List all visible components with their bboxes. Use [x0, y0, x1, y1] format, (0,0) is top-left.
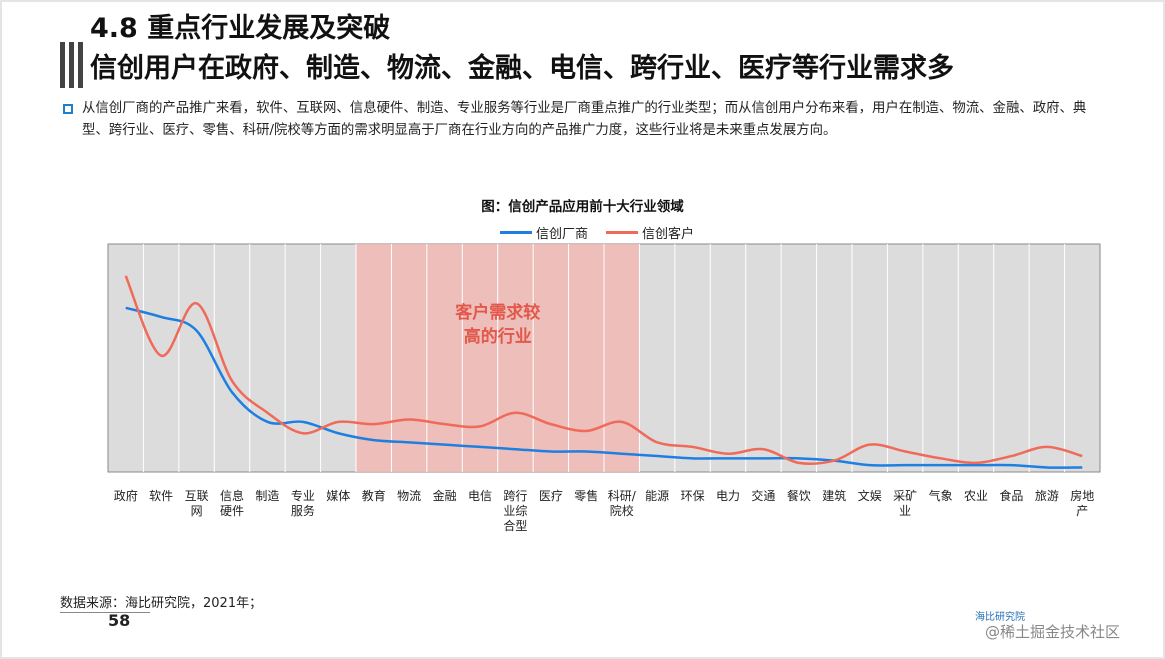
- legend-label-vendor: 信创厂商: [536, 227, 589, 242]
- x-tick-label: 跨行业综合型: [503, 489, 527, 533]
- x-tick-label: 交通: [751, 488, 775, 503]
- x-tick-label: 政府: [114, 488, 138, 503]
- x-tick-label: 科研/院校: [608, 489, 637, 518]
- page-subtitle: 信创用户在政府、制造、物流、金融、电信、跨行业、医疗等行业需求多: [90, 53, 954, 84]
- data-source: 数据来源：海比研究院，2021年；: [60, 596, 263, 611]
- legend-swatch-customer: [606, 231, 639, 234]
- x-tick-label: 农业: [964, 489, 988, 503]
- legend-label-customer: 信创客户: [642, 227, 695, 242]
- x-tick-label: 零售: [574, 488, 598, 503]
- x-tick-label: 教育: [362, 488, 386, 503]
- x-tick-label: 食品: [999, 488, 1023, 503]
- legend-item-customer: 信创客户: [606, 223, 694, 242]
- x-tick-label: 物流: [397, 489, 421, 503]
- legend-swatch-vendor: [500, 231, 532, 234]
- x-tick-label: 采矿业: [893, 489, 917, 518]
- x-tick-label: 能源: [645, 489, 669, 503]
- page-title: 4.8 重点行业发展及突破: [90, 13, 391, 44]
- x-tick-label: 电力: [716, 489, 740, 503]
- legend-item-vendor: 信创厂商: [500, 223, 588, 242]
- x-tick-label: 制造: [255, 489, 279, 503]
- x-tick-label: 文娱: [858, 488, 882, 503]
- x-tick-label: 气象: [929, 488, 953, 503]
- page-number: 58: [108, 611, 131, 630]
- x-tick-label: 专业服务: [291, 488, 315, 518]
- x-tick-label: 医疗: [539, 489, 563, 503]
- x-tick-label: 电信: [468, 489, 492, 503]
- x-tick-label: 餐饮: [787, 488, 811, 503]
- square-bullet-icon: [63, 104, 73, 114]
- x-tick-label: 互联网: [185, 489, 209, 518]
- x-tick-label: 环保: [681, 489, 705, 503]
- community-watermark: @稀土掘金技术社区: [985, 623, 1121, 641]
- chart-title: 图：信创产品应用前十大行业领域: [481, 199, 684, 215]
- x-tick-label: 信息硬件: [220, 488, 244, 518]
- page-rule: [60, 612, 150, 613]
- highlight-label: 客户需求较: [454, 302, 540, 323]
- x-tick-label: 软件: [149, 489, 173, 503]
- title-decoration: [60, 42, 84, 88]
- x-tick-label: 旅游: [1035, 489, 1059, 503]
- x-tick-label: 金融: [433, 488, 457, 503]
- x-tick-label: 建筑: [822, 488, 846, 503]
- x-tick-label: 媒体: [326, 489, 350, 503]
- x-tick-label: 房地产: [1070, 488, 1094, 518]
- footer-brand-logo: 海比研究院: [975, 612, 1025, 623]
- summary-text: 从信创厂商的产品推广来看，软件、互联网、信息硬件、制造、专业服务等行业是厂商重点…: [82, 101, 1087, 138]
- chart-legend: 信创厂商 信创客户: [500, 223, 694, 242]
- highlight-label: 高的行业: [464, 326, 532, 347]
